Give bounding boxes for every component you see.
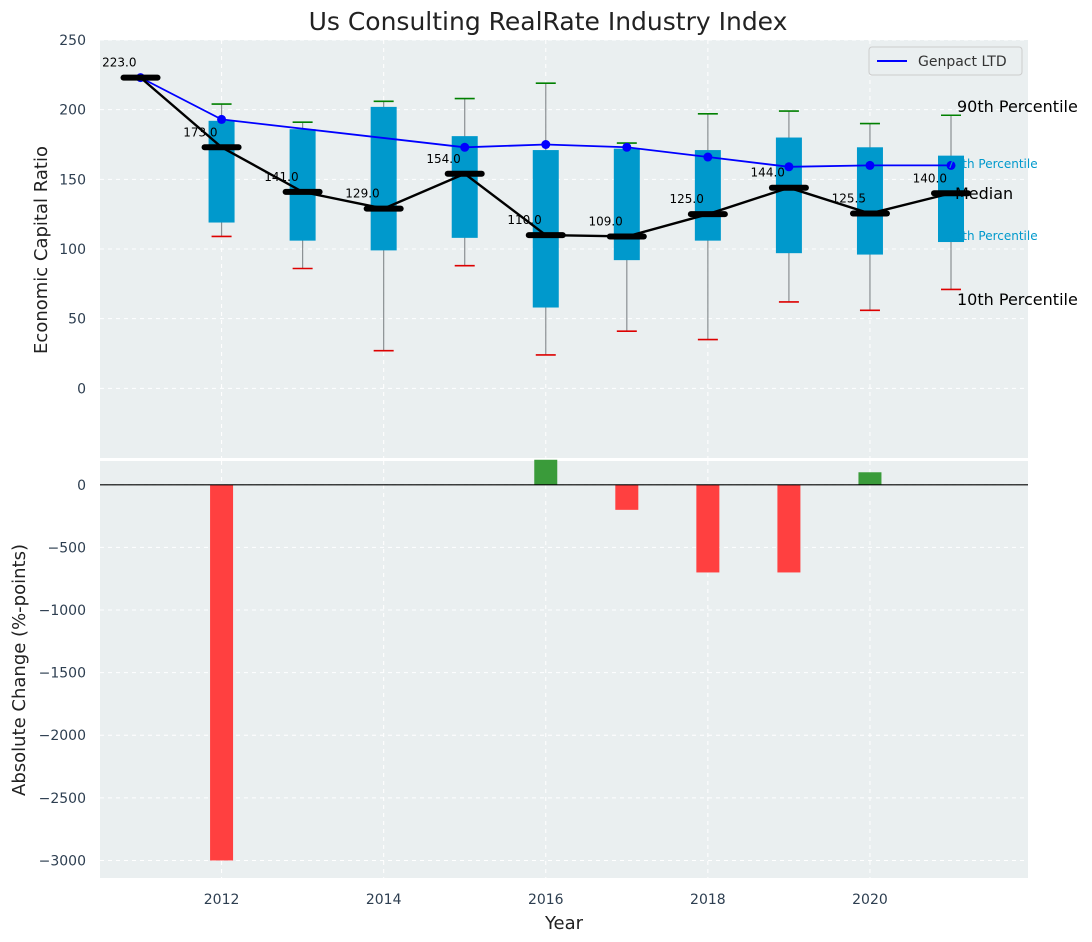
top-y-tick-label: 100 <box>59 242 86 258</box>
median-value-label: 110.0 <box>507 213 541 227</box>
percentile-annotations: 90th Percentile 75th Percentile Median 2… <box>947 97 1078 309</box>
top-y-ticks: 0 50 100 150 200 250 <box>59 33 86 397</box>
median-value-label: 223.0 <box>102 56 136 70</box>
company-point <box>946 160 956 170</box>
x-tick-label: 2018 <box>690 892 726 908</box>
company-point <box>703 152 713 162</box>
median-value-label: 144.0 <box>751 166 785 180</box>
top-y-axis-label: Economic Capital Ratio <box>31 146 52 354</box>
iqr-box <box>775 137 802 254</box>
bottom-y-tick-label: −1000 <box>39 603 86 619</box>
top-y-tick-label: 200 <box>59 103 86 119</box>
bottom-y-tick-label: −1500 <box>39 666 86 682</box>
top-panel: 0 50 100 150 200 250 223.0 173.0 141.0 129.0 154.… <box>31 33 1078 458</box>
median-value-label: 109.0 <box>588 214 622 228</box>
company-point <box>217 114 227 124</box>
company-point <box>541 140 551 149</box>
bottom-y-tick-label: 0 <box>77 478 86 494</box>
x-ticks: 2012 2014 2016 2018 2020 <box>204 892 888 908</box>
change-bar <box>777 484 801 573</box>
change-bar <box>615 484 639 510</box>
iqr-box <box>694 150 721 241</box>
median-series: 223.0 173.0 141.0 129.0 154.0 110.0 109.0 125.0… <box>102 56 972 240</box>
annotation-median: Median <box>955 184 1013 203</box>
iqr-box <box>938 155 965 243</box>
company-point <box>784 162 794 172</box>
bottom-panel: 0−500−1000−1500−2000−2500−3000 2012 2014 2… <box>9 459 1028 934</box>
bottom-y-tick-label: −2500 <box>39 791 86 807</box>
change-bar <box>534 459 558 485</box>
chart-title: Us Consulting RealRate Industry Index <box>309 7 788 36</box>
annotation-p10: 10th Percentile <box>957 290 1078 309</box>
x-tick-label: 2020 <box>852 892 888 908</box>
legend: Genpact LTD <box>868 46 1023 76</box>
bottom-y-ticks: 0 −500 −1000 −1500 −2000 −2500 −3000 <box>39 478 86 870</box>
company-point <box>622 142 632 152</box>
x-tick-label: 2016 <box>528 892 564 908</box>
x-tick-label: 2012 <box>204 892 240 908</box>
median-value-label: 125.0 <box>670 192 704 206</box>
annotation-p75: 75th Percentile <box>947 157 1038 171</box>
change-bars <box>210 459 882 861</box>
bottom-y-tick-label: −500 <box>48 540 86 556</box>
legend-box <box>868 46 1023 76</box>
bottom-y-tick-label: −2000 <box>39 728 86 744</box>
bottom-y-axis-label: Absolute Change (%-points) <box>9 544 30 796</box>
company-point <box>460 142 470 152</box>
top-y-tick-label: 150 <box>59 172 86 188</box>
median-value-label: 129.0 <box>345 187 379 201</box>
iqr-box <box>208 120 235 223</box>
change-bar <box>858 472 882 485</box>
bottom-panel-background <box>100 461 1028 878</box>
iqr-box <box>613 148 640 261</box>
x-axis-label: Year <box>544 913 584 934</box>
change-bar <box>696 484 720 573</box>
iqr-box <box>370 106 397 251</box>
top-y-tick-label: 50 <box>68 312 86 328</box>
change-bar <box>210 484 234 861</box>
median-value-label: 154.0 <box>426 152 460 166</box>
legend-label: Genpact LTD <box>918 54 1007 70</box>
company-point <box>865 160 875 170</box>
annotation-p25: 25th Percentile <box>947 229 1038 243</box>
iqr-box <box>451 136 478 238</box>
median-value-label: 125.5 <box>832 191 866 205</box>
annotation-p90: 90th Percentile <box>957 97 1078 116</box>
median-value-label: 140.0 <box>913 171 947 185</box>
median-value-label: 173.0 <box>183 125 217 139</box>
top-boxes <box>130 76 965 356</box>
median-value-label: 141.0 <box>264 170 298 184</box>
top-y-tick-label: 0 <box>77 381 86 397</box>
x-tick-label: 2014 <box>366 892 402 908</box>
top-y-tick-label: 250 <box>59 33 86 49</box>
bottom-y-tick-label: −3000 <box>39 853 86 869</box>
iqr-box <box>289 129 316 241</box>
